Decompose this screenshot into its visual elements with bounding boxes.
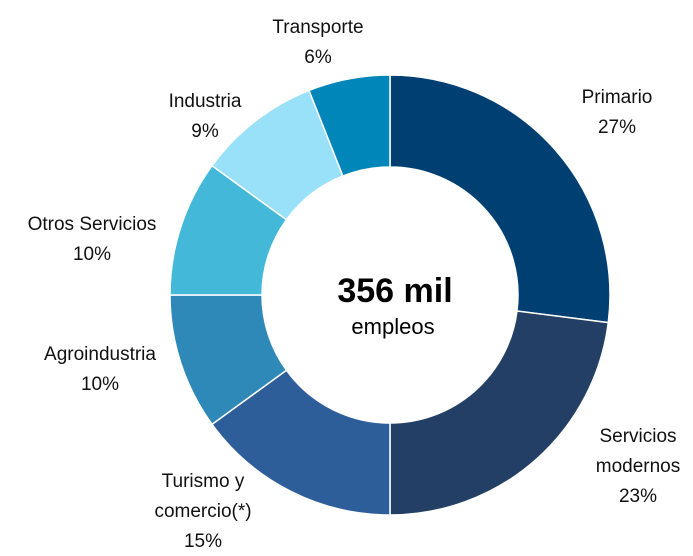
slice-label: Industria 9% xyxy=(145,87,265,147)
category-label: Primario xyxy=(581,87,653,108)
center-label: 356 mil xyxy=(337,272,452,310)
category-label: Industria xyxy=(168,91,242,112)
category-label: Servicios modernos xyxy=(595,426,681,477)
category-label: Transporte xyxy=(272,17,364,38)
slice-label: Servicios modernos 23% xyxy=(583,422,693,512)
value-label: 6% xyxy=(304,47,332,68)
category-label: Agroindustria xyxy=(44,344,156,365)
slice-label: Otros Servicios 10% xyxy=(0,210,187,270)
slice-label: Turismo y comercio(*) 15% xyxy=(138,467,268,556)
value-label: 27% xyxy=(597,117,637,138)
slice-label: Agroindustria 10% xyxy=(15,340,185,400)
value-label: 10% xyxy=(72,244,112,265)
category-label: Otros Servicios xyxy=(27,214,157,235)
center-sublabel: empleos xyxy=(351,314,434,339)
slice-label: Primario 27% xyxy=(557,83,677,143)
donut-slice xyxy=(389,310,610,516)
slice-label: Transporte 6% xyxy=(253,13,383,73)
value-label: 10% xyxy=(80,374,120,395)
donut-slice xyxy=(308,74,391,177)
value-label: 15% xyxy=(183,531,223,552)
value-label: 23% xyxy=(618,486,658,507)
value-label: 9% xyxy=(191,121,219,142)
category-label: Turismo y comercio(*) xyxy=(154,471,252,522)
donut-slice xyxy=(389,74,611,324)
